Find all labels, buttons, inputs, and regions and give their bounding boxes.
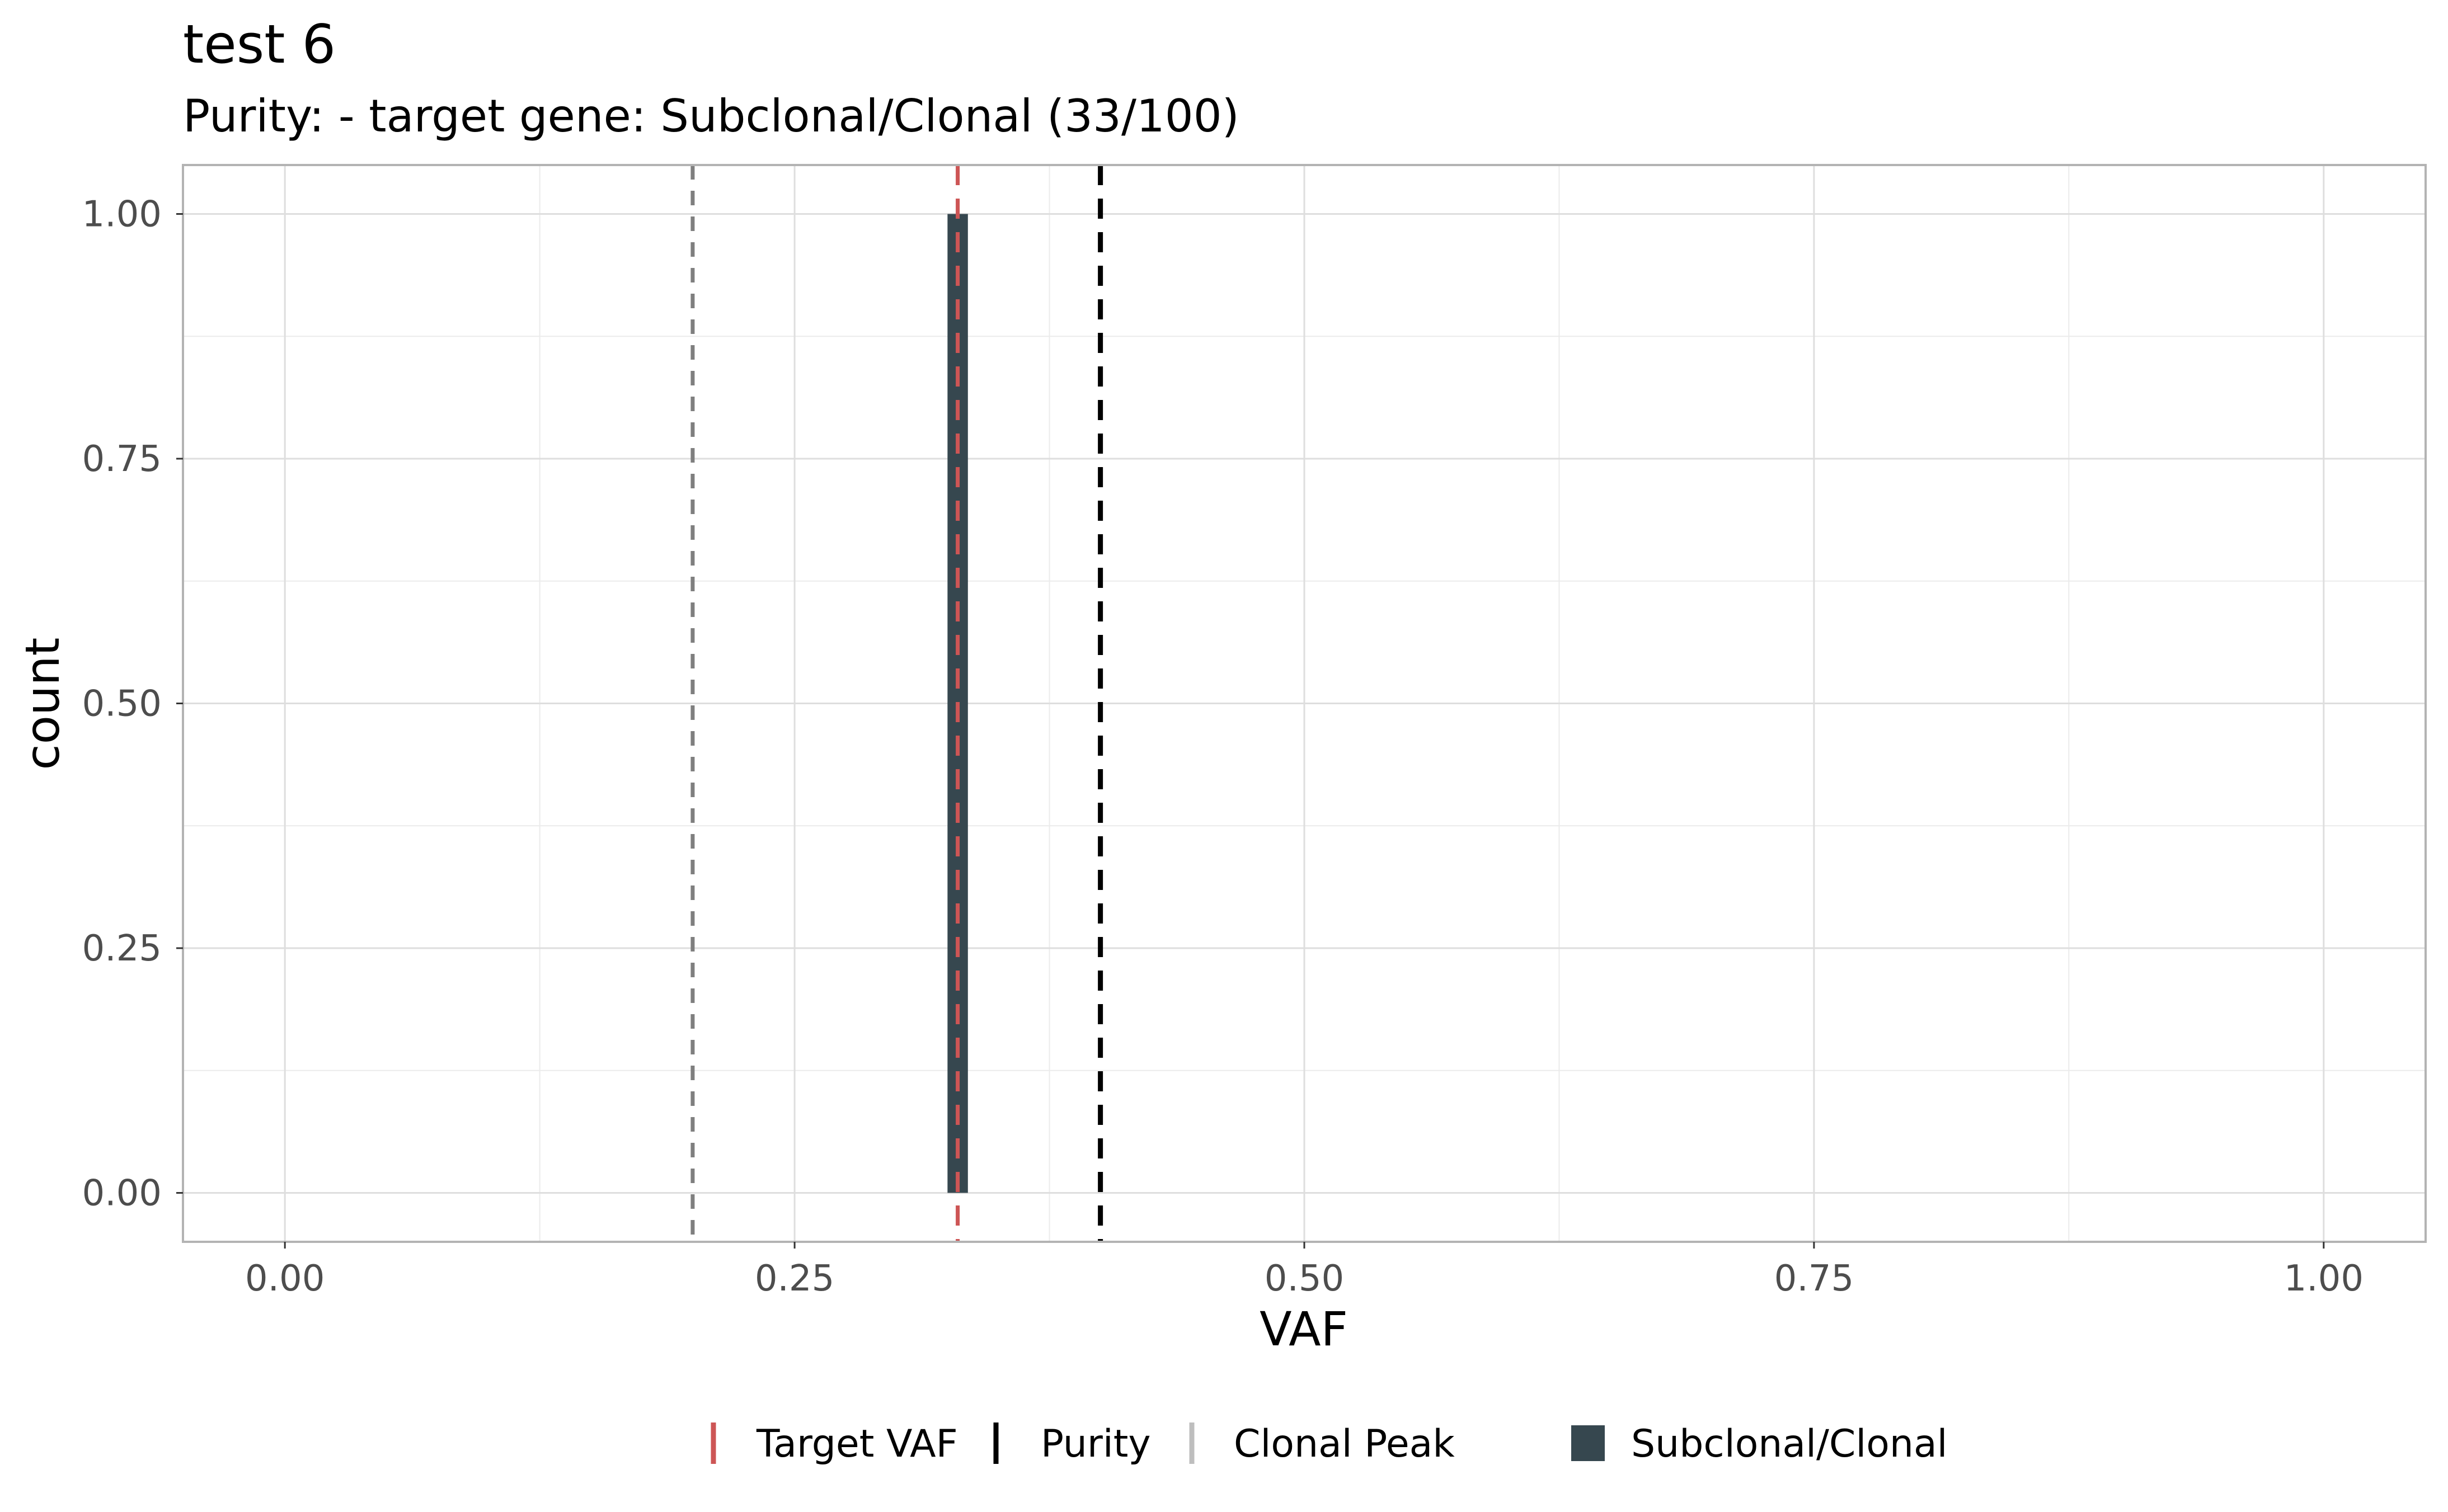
y-axis: 0.00 0.25 0.50 0.75 1.00 xyxy=(82,194,183,1214)
y-axis-title: count xyxy=(15,638,70,770)
chart-subtitle: Purity: - target gene: Subclonal/Clonal … xyxy=(183,90,1239,142)
plot-panel xyxy=(182,164,2427,1243)
legend-label: Subclonal/Clonal xyxy=(1631,1422,1948,1466)
x-tick-label: 0.00 xyxy=(245,1258,325,1299)
legend-label: Target VAF xyxy=(756,1422,958,1466)
x-tick-label: 0.75 xyxy=(1774,1258,1854,1299)
x-axis-title: VAF xyxy=(1260,1302,1348,1356)
y-tick-label: 0.25 xyxy=(82,928,162,969)
legend-label: Clonal Peak xyxy=(1234,1422,1455,1466)
legend-key-subclonal-clonal xyxy=(1571,1425,1605,1461)
x-tick-label: 1.00 xyxy=(2284,1258,2364,1299)
y-tick-label: 0.50 xyxy=(82,684,162,725)
chart-title: test 6 xyxy=(183,14,336,76)
x-tick-label: 0.25 xyxy=(755,1258,835,1299)
legend: Target VAF Purity Clonal Peak Subclonal/Clo… xyxy=(711,1422,1948,1466)
y-tick-label: 1.00 xyxy=(82,194,162,235)
y-tick-label: 0.00 xyxy=(82,1173,162,1214)
y-tick-label: 0.75 xyxy=(82,439,162,480)
legend-label: Purity xyxy=(1041,1422,1151,1466)
x-axis: 0.00 0.25 0.50 0.75 1.00 xyxy=(245,1242,2364,1299)
x-tick-label: 0.50 xyxy=(1265,1258,1345,1299)
